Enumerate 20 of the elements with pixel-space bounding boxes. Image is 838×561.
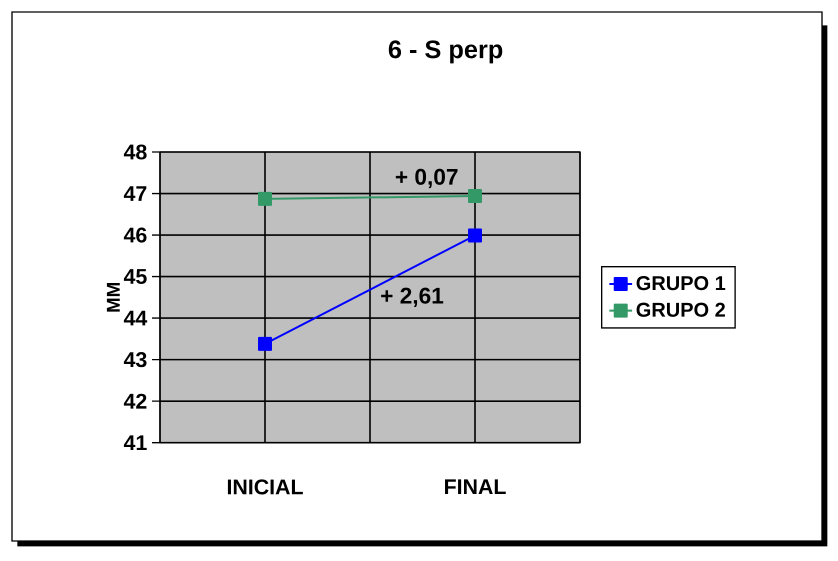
x-tick-label: INICIAL xyxy=(228,479,303,494)
chart-title: 6 - S perp xyxy=(388,40,502,64)
y-tick-label: 41 xyxy=(124,435,147,450)
annotation: + 2,61 xyxy=(381,288,444,308)
point xyxy=(258,336,272,351)
point xyxy=(468,189,482,204)
y-tick-label: 48 xyxy=(124,144,147,160)
x-tick-label: FINAL xyxy=(445,479,506,494)
legend-label: GRUPO 1 xyxy=(636,276,726,290)
annotation: + 0,07 xyxy=(396,168,458,188)
y-tick-label: 43 xyxy=(124,352,147,368)
legend-label: GRUPO 2 xyxy=(636,302,725,317)
y-tick-label: 45 xyxy=(124,269,147,284)
point xyxy=(258,192,272,206)
y-tick-label: 47 xyxy=(124,186,146,201)
y-tick-label: 46 xyxy=(124,228,147,243)
y-axis-title: MM xyxy=(106,283,120,312)
y-tick-label: 44 xyxy=(124,310,148,326)
y-tick-label: 42 xyxy=(124,394,146,409)
point xyxy=(468,228,482,242)
